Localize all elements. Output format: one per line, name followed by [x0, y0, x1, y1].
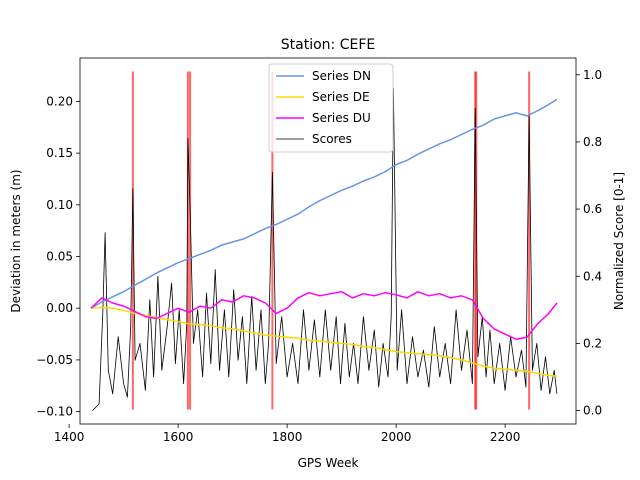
y2-tick-label: 1.0 [583, 68, 602, 82]
legend: Series DN Series DE Series DU Scores [268, 63, 394, 153]
y2-tick-label: 0.6 [583, 202, 602, 216]
plot-frame [79, 57, 577, 425]
legend-label: Series DN [312, 69, 371, 83]
y-axis-right: 0.0 0.2 0.4 0.6 0.8 1.0 [576, 68, 602, 418]
x-axis-title: GPS Week [298, 456, 359, 470]
chart-title: Station: CEFE [281, 37, 375, 53]
y-tick-label: 0.10 [46, 198, 73, 212]
y2-tick-label: 0.0 [583, 404, 602, 418]
series-layer [90, 87, 558, 411]
legend-label: Series DE [312, 90, 370, 104]
y2-tick-label: 0.2 [583, 336, 602, 350]
y-tick-label: 0.15 [46, 146, 73, 160]
legend-box [268, 63, 394, 153]
y-tick-label: −0.10 [36, 405, 73, 419]
y-tick-label: 0.00 [46, 301, 73, 315]
x-axis: 1400 1600 1800 2000 2200 [54, 424, 521, 444]
y-axis-title: Deviation in meters (m) [9, 169, 23, 312]
y-tick-label: −0.05 [36, 353, 73, 367]
x-tick-label: 2000 [381, 430, 412, 444]
series-line-scores [92, 87, 558, 411]
y2-axis-title: Normalized Score [0-1] [612, 172, 626, 310]
y2-tick-label: 0.4 [583, 269, 602, 283]
legend-label: Series DU [312, 111, 371, 125]
x-tick-label: 1400 [54, 430, 85, 444]
series-line-series-de [90, 306, 557, 378]
y-axis-left: −0.10 −0.05 0.00 0.05 0.10 0.15 0.20 [36, 94, 80, 419]
x-tick-label: 1600 [163, 430, 194, 444]
y2-tick-label: 0.8 [583, 135, 602, 149]
y-tick-label: 0.20 [46, 94, 73, 108]
series-line-series-du [90, 290, 558, 340]
x-tick-label: 2200 [490, 430, 521, 444]
y-tick-label: 0.05 [46, 250, 73, 264]
series-line-series-dn [90, 98, 558, 309]
legend-label: Scores [312, 132, 352, 146]
x-tick-label: 1800 [272, 430, 303, 444]
